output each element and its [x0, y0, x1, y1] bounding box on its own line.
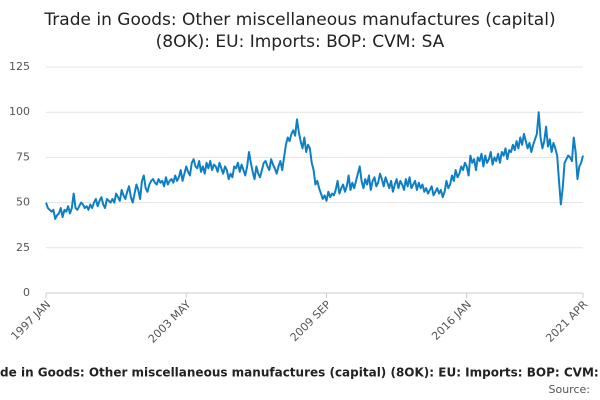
y-tick-label: 50 — [16, 196, 30, 209]
x-tick-label: 1997 JAN — [8, 298, 53, 343]
y-tick-label: 125 — [9, 60, 30, 73]
y-tick-label: 0 — [23, 286, 30, 299]
y-tick-label: 75 — [16, 150, 30, 163]
source: Source: — [549, 383, 591, 396]
legend-caption: Trade in Goods: Other miscellaneous manu… — [0, 366, 600, 380]
x-tick-label: 2009 SEP — [288, 298, 334, 344]
chart-title: (8OK): EU: Imports: BOP: CVM: SA — [156, 32, 445, 52]
x-tick-label: 2016 JAN — [429, 298, 474, 343]
y-tick-label: 25 — [16, 241, 30, 254]
chart-title: Trade in Goods: Other miscellaneous manu… — [43, 10, 555, 30]
x-tick-label: 2021 APR — [543, 298, 590, 345]
line-series — [45, 111, 584, 220]
y-tick-label: 100 — [9, 105, 30, 118]
x-tick-label: 2003 MAY — [146, 298, 194, 346]
